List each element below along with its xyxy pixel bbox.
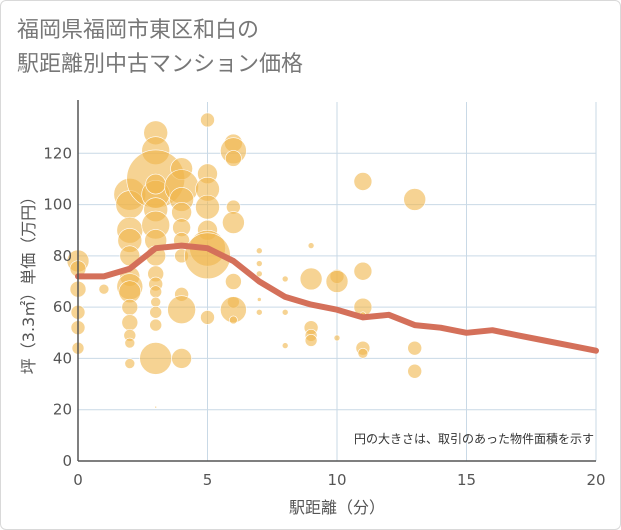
chart-title-line1: 福岡県福岡市東区和白の — [17, 18, 260, 43]
tick-labels: 0 5 10 15 20 0 20 40 60 80 100 120 — [43, 144, 605, 489]
bubble-series — [66, 112, 427, 409]
data-bubble — [255, 270, 263, 278]
data-bubble — [154, 405, 157, 409]
axes — [77, 100, 596, 462]
data-bubble — [281, 275, 289, 283]
data-bubble — [333, 334, 341, 342]
y-tick-label: 100 — [43, 196, 72, 214]
data-bubble — [124, 358, 136, 369]
data-bubble — [195, 194, 220, 220]
data-bubble — [281, 342, 289, 349]
y-tick-label: 40 — [53, 349, 72, 367]
y-tick-label: 120 — [43, 144, 72, 162]
y-tick-label: 20 — [53, 401, 72, 419]
data-bubble — [353, 261, 373, 281]
x-tick-label: 5 — [203, 471, 213, 489]
data-bubble — [139, 342, 172, 375]
data-bubble — [357, 347, 369, 359]
chart-title-line2: 駅距離別中古マンション価格 — [17, 52, 304, 77]
data-bubble — [149, 318, 162, 332]
y-tick-label: 80 — [53, 247, 72, 265]
data-bubble — [149, 305, 162, 319]
data-bubble — [121, 314, 139, 331]
data-bubble — [98, 283, 110, 295]
data-bubble — [281, 308, 289, 316]
bubble-size-note: 円の大きさは、取引のあった物件面積を示す — [354, 431, 594, 446]
x-tick-label: 20 — [586, 471, 605, 489]
data-bubble — [225, 150, 242, 167]
trend-line — [75, 242, 599, 354]
data-bubble — [171, 348, 192, 369]
x-axis-label: 駅距離（分） — [289, 498, 385, 517]
x-tick-label: 15 — [457, 471, 476, 489]
data-bubble — [229, 315, 238, 325]
y-tick-label: 0 — [62, 452, 72, 470]
data-bubble — [304, 334, 318, 347]
data-bubble — [256, 297, 262, 302]
data-bubble — [124, 337, 136, 349]
chart-title: 福岡県福岡市東区和白の 駅距離別中古マンション価格 — [17, 14, 303, 82]
x-tick-label: 10 — [327, 471, 346, 489]
data-bubble — [255, 260, 263, 267]
x-tick-label: 0 — [73, 471, 83, 489]
data-bubble — [200, 112, 215, 128]
data-bubble — [403, 188, 427, 211]
data-bubble — [200, 310, 215, 325]
data-bubble — [353, 172, 373, 191]
y-tick-label: 60 — [53, 298, 72, 316]
data-bubble — [299, 267, 323, 291]
data-bubble — [407, 340, 423, 356]
data-bubble — [225, 273, 242, 290]
data-bubble — [149, 285, 162, 299]
data-bubble — [150, 296, 161, 308]
data-bubble — [325, 270, 349, 293]
y-axis-label: 坪（3.3㎡）単価（万円） — [19, 189, 38, 374]
data-bubble — [307, 242, 315, 249]
data-bubble — [145, 173, 166, 195]
data-bubble — [407, 363, 423, 379]
data-bubble — [167, 295, 196, 325]
data-bubble — [255, 308, 263, 316]
data-bubble — [121, 298, 139, 316]
data-bubble — [255, 247, 263, 255]
data-bubble — [222, 211, 245, 234]
